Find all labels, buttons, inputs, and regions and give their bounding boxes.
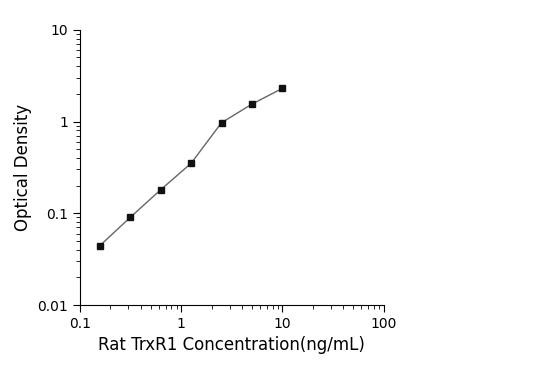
X-axis label: Rat TrxR1 Concentration(ng/mL): Rat TrxR1 Concentration(ng/mL) [99, 336, 365, 355]
Y-axis label: Optical Density: Optical Density [14, 104, 32, 231]
